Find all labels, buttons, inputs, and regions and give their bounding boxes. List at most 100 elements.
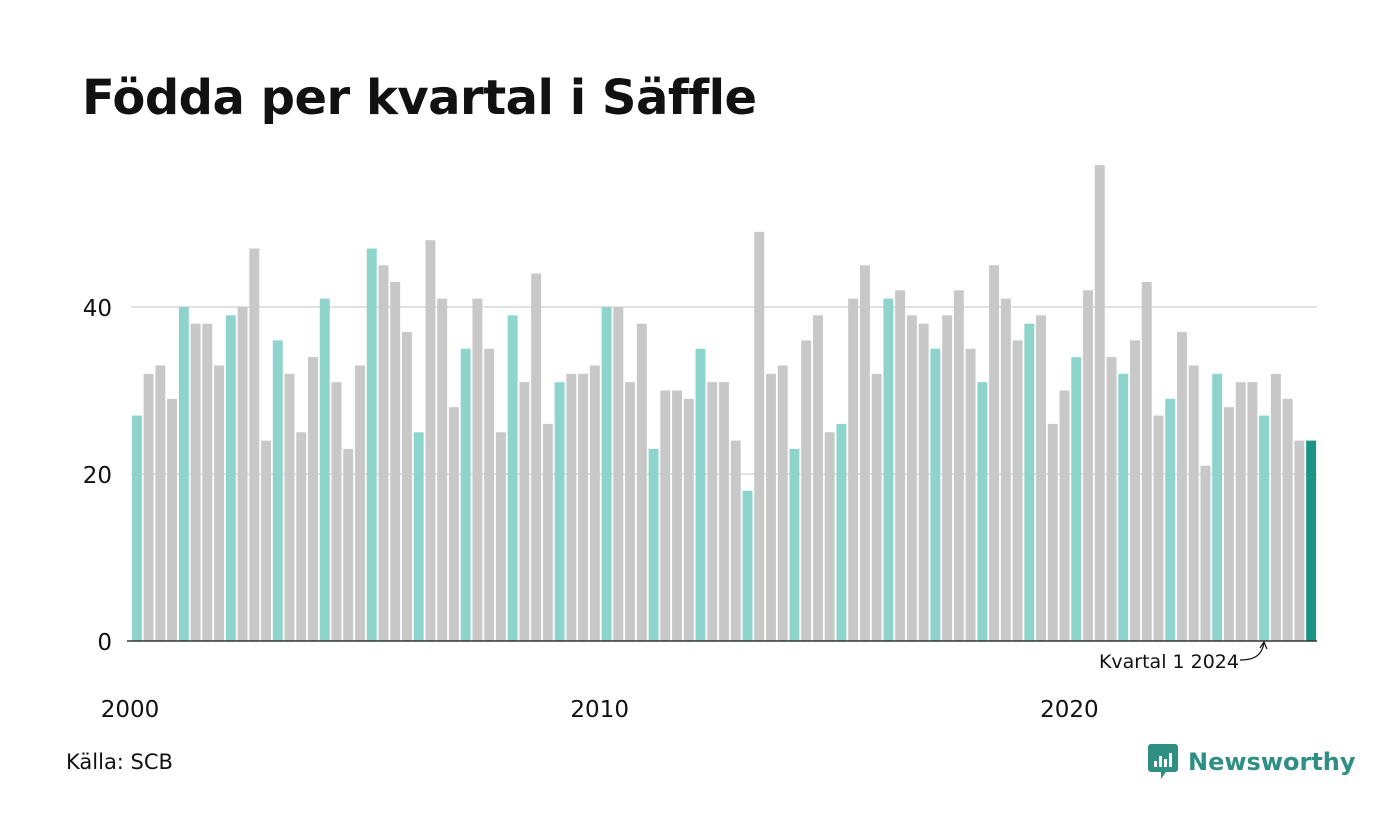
bars [131, 165, 1317, 642]
bar-2020-q4 [1106, 357, 1117, 641]
newsworthy-chart-icon [1148, 744, 1178, 779]
x-tick-label-2000: 2000 [101, 697, 160, 723]
bar-2011-q3 [672, 390, 683, 641]
annotation-arrow [1239, 642, 1265, 661]
bar-2002-q2 [237, 307, 248, 641]
bar-2000-q2 [143, 373, 154, 641]
bar-2020-q2 [1083, 290, 1093, 641]
bar-2003-q1 [272, 340, 283, 641]
annotation-text: Kvartal 1 2024 [1099, 651, 1239, 673]
bar-2011-q4 [683, 398, 694, 641]
bar-2022-q4 [1200, 465, 1211, 641]
bar-2008-q4 [542, 423, 553, 641]
bar-2024-q4 [1294, 440, 1305, 641]
x-tick-label-2020: 2020 [1040, 697, 1099, 723]
bar-2000-q3 [155, 365, 166, 641]
bar-2009-q1 [554, 382, 565, 641]
bar-2017-q1 [930, 348, 941, 641]
y-tick-label: 40 [83, 296, 112, 322]
bar-2014-q2 [801, 340, 812, 641]
bar-2001-q4 [214, 365, 225, 641]
bar-2003-q2 [284, 373, 295, 641]
bar-2017-q4 [965, 348, 976, 641]
bar-2016-q2 [895, 290, 906, 641]
bar-2004-q3 [343, 448, 354, 641]
bar-2023-q4 [1247, 382, 1258, 641]
bar-2004-q2 [331, 382, 342, 641]
logo-text: Newsworthy [1188, 748, 1356, 776]
bar-2003-q3 [296, 432, 307, 641]
bar-2008-q1 [507, 315, 518, 641]
bar-2012-q2 [707, 382, 718, 641]
bar-2013-q3 [765, 373, 776, 641]
bar-2005-q1 [366, 248, 377, 642]
bar-2021-q1 [1118, 373, 1129, 641]
bar-2005-q4 [401, 332, 412, 641]
bar-2002-q1 [225, 315, 236, 641]
bar-2007-q1 [460, 348, 471, 641]
bar-2012-q4 [730, 440, 741, 641]
bar-2009-q2 [566, 373, 577, 641]
labels: 0 20 40 2000 2010 2020 Kvartal 1 2024 [83, 296, 1268, 723]
bar-2016-q3 [906, 315, 917, 641]
bar-2021-q3 [1141, 281, 1152, 641]
bar-2022-q1 [1165, 398, 1176, 641]
bar-2020-q1 [1071, 357, 1082, 641]
bar-2013-q4 [777, 365, 788, 641]
bar-2022-q3 [1188, 365, 1199, 641]
bar-2014-q3 [812, 315, 823, 641]
bar-2000-q1 [131, 415, 142, 641]
bar-2004-q1 [319, 298, 330, 641]
bar-2018-q3 [1000, 298, 1011, 641]
bar-2002-q4 [261, 440, 272, 641]
newsworthy-logo[interactable]: Newsworthy [1148, 744, 1356, 780]
bar-2003-q4 [308, 357, 318, 641]
bar-2020-q3 [1094, 165, 1105, 642]
annotation-arrowhead [1259, 640, 1268, 650]
bar-2011-q2 [660, 390, 671, 641]
bar-2001-q2 [190, 323, 201, 641]
chart-title: Födda per kvartal i Säffle [82, 70, 757, 126]
bar-2023-q2 [1223, 407, 1234, 641]
bar-2021-q2 [1130, 340, 1140, 641]
bar-2015-q2 [848, 298, 859, 641]
bar-2022-q2 [1176, 332, 1187, 641]
bar-2015-q3 [859, 265, 870, 641]
bar-2016-q4 [918, 323, 929, 641]
bar-2013-q1 [742, 490, 753, 641]
bar-2008-q3 [531, 273, 542, 641]
y-tick-label: 0 [97, 630, 112, 656]
bar-2019-q3 [1047, 423, 1058, 641]
bar-2023-q3 [1235, 382, 1246, 641]
bar-2024-q2 [1270, 373, 1281, 641]
bar-2019-q1 [1024, 323, 1035, 641]
bar-2017-q3 [953, 290, 964, 641]
bar-2018-q2 [989, 265, 1000, 641]
bar-2012-q3 [719, 382, 729, 641]
bar-2018-q1 [977, 382, 988, 641]
bar-2015-q1 [836, 423, 847, 641]
bar-2000-q4 [167, 398, 178, 641]
bar-2019-q2 [1036, 315, 1047, 641]
bar-2008-q2 [519, 382, 530, 641]
bar-2007-q4 [495, 432, 506, 641]
bar-2016-q1 [883, 298, 894, 641]
bar-2002-q3 [249, 248, 260, 642]
bar-2009-q3 [578, 373, 589, 641]
bar-2005-q2 [378, 265, 389, 641]
bar-2015-q4 [871, 373, 882, 641]
bar-2024-q1 [1259, 415, 1270, 641]
bar-2009-q4 [589, 365, 600, 641]
bar-2007-q2 [472, 298, 483, 641]
bar-2014-q1 [789, 448, 800, 641]
bar-2006-q2 [425, 240, 436, 641]
bar-2014-q4 [824, 432, 835, 641]
bar-2010-q4 [636, 323, 647, 641]
bar-2005-q3 [390, 281, 401, 641]
bar-2006-q1 [413, 432, 424, 641]
y-tick-label: 20 [83, 463, 112, 489]
bar-2007-q3 [484, 348, 495, 641]
bar-2017-q2 [942, 315, 953, 641]
